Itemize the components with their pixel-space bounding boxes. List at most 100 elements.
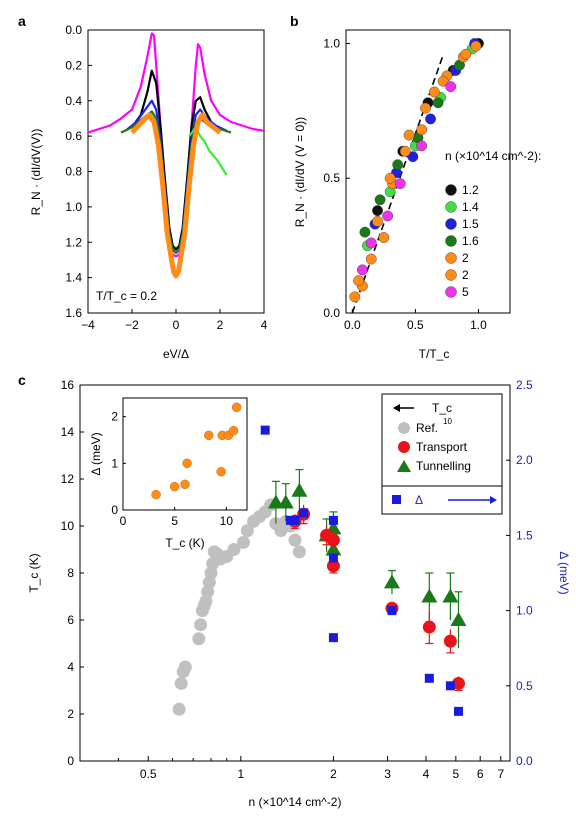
legend-tunnelling-label: Tunnelling <box>416 459 471 473</box>
panel-a-annotation: T/T_c = 0.2 <box>96 289 157 303</box>
panel-b-ticks: 0.0 0.5 1.0 0.0 0.5 1.0 <box>323 36 487 332</box>
legend-tunnelling-marker <box>397 460 411 472</box>
transport-point <box>451 676 465 690</box>
panel-b-xlabel: T/T_c <box>419 347 450 361</box>
transport-point <box>326 533 340 547</box>
panel-a-ytick-label: 1.0 <box>65 200 82 214</box>
panel-b-ytick-label: 1.0 <box>323 36 340 50</box>
panel-c-xtick-label: 4 <box>423 767 430 781</box>
legend-delta-label: Δ <box>415 493 423 507</box>
tunnelling-point <box>277 494 294 509</box>
panel-c-ytick-left-label: 6 <box>67 613 74 627</box>
inset-point <box>180 479 190 490</box>
panel-c-ytick-right-label: 1.0 <box>516 604 533 618</box>
panel-b-point <box>392 159 404 171</box>
inset-point <box>182 458 192 469</box>
panel-label-c: c <box>18 372 26 388</box>
legend-ref-marker <box>398 422 410 434</box>
inset-point <box>216 467 226 477</box>
panel-b-frame <box>345 29 511 314</box>
panel-b-legend-label: 1.6 <box>462 234 479 248</box>
panel-c-ytick-right-label: 0.0 <box>516 754 533 768</box>
inset-point <box>231 402 242 413</box>
ref10-point <box>227 543 241 556</box>
inset-ytick-label: 0 <box>111 503 118 517</box>
inset-xtick-label: 10 <box>220 514 234 528</box>
ref10-point <box>178 660 192 674</box>
panel-b-point <box>384 172 396 184</box>
panel-b-point <box>378 232 390 243</box>
panel-b-point <box>365 237 377 249</box>
panel-c-ytick-right-label: 0.5 <box>516 679 533 693</box>
panel-b-point <box>425 113 436 125</box>
panel-c-ytick-left-label: 4 <box>67 660 74 674</box>
legend-delta-arrowhead <box>490 496 497 504</box>
delta-point <box>285 515 295 525</box>
panel-a-xtick-label: 2 <box>217 318 224 332</box>
panel-b-legend-label: 1.2 <box>462 183 479 197</box>
panel-b-point <box>403 129 415 141</box>
inset-xtick-label: 5 <box>171 514 178 528</box>
panel-c-ytick-right-label: 2.0 <box>516 453 533 467</box>
panel-b-legend-marker <box>445 252 457 264</box>
panel-c-ylabel-left: T_c (K) <box>27 553 41 592</box>
panel-a-ytick-label: 0.6 <box>65 129 82 143</box>
ref10-point <box>288 533 302 547</box>
panel-b-point <box>416 140 428 152</box>
tunnelling-point <box>442 588 459 603</box>
panel-c-ytick-left-label: 0 <box>67 754 74 768</box>
panel-c-ytick-right-label: 2.5 <box>516 378 533 392</box>
panel-label-b: b <box>290 13 299 29</box>
panel-b-legend-marker <box>445 286 457 298</box>
inset-chart: 0 5 10 0 1 2 T_c (K) Δ (meV) <box>89 397 248 550</box>
panel-label-a: a <box>18 13 26 29</box>
ref10-point <box>292 545 306 559</box>
panel-b-point <box>374 194 386 206</box>
panel-b-point <box>359 226 371 238</box>
ref10-point <box>174 676 188 690</box>
delta-point <box>328 515 338 525</box>
panel-b-ytick-label: 0.0 <box>323 306 340 320</box>
panel-a-xtick-label: −4 <box>81 318 95 332</box>
panel-c-ytick-left-label: 8 <box>67 566 74 580</box>
panel-a-ytick-label: 0.4 <box>65 94 82 108</box>
delta-point <box>453 706 463 716</box>
transport-point <box>443 634 457 648</box>
panel-c-ylabel-right: Δ (meV) <box>557 551 571 594</box>
panel-c-series-group <box>172 425 467 716</box>
delta-point <box>299 508 309 518</box>
inset-point <box>151 489 161 500</box>
transport-point <box>326 559 340 573</box>
panel-b-point <box>428 86 440 98</box>
delta-point <box>290 515 300 525</box>
tunnelling-point <box>291 482 308 497</box>
delta-point <box>328 553 338 563</box>
inset-point <box>204 430 214 441</box>
panel-b-ytick-label: 0.5 <box>323 171 340 185</box>
panel-a-ytick-label: 0.2 <box>65 58 82 72</box>
panel-b-legend-marker <box>445 201 457 213</box>
panel-b-legend-title: n (×10^14 cm^-2): <box>445 149 541 163</box>
panel-b-xtick-label: 0.5 <box>407 318 424 332</box>
panel-b-legend-label: 2 <box>462 251 469 265</box>
inset-point <box>228 425 239 436</box>
delta-point <box>445 681 455 691</box>
panel-c-xtick-label: 2 <box>330 767 337 781</box>
panel-a-ytick-label: 0.8 <box>65 165 82 179</box>
panel-c-ytick-right-label: 1.5 <box>516 528 533 542</box>
inset-ytick-label: 2 <box>111 410 118 424</box>
inset-xlabel: T_c (K) <box>165 536 204 550</box>
panel-b-legend-marker <box>445 184 457 196</box>
inset-ticks: 0 5 10 0 1 2 <box>111 410 233 528</box>
panel-b-point <box>349 291 361 303</box>
panel-b-xtick-label: 0.0 <box>344 318 361 332</box>
panel-a-ytick-label: 1.4 <box>65 271 82 285</box>
panel-a-xtick-label: 0 <box>173 318 180 332</box>
panel-b-point <box>394 178 406 190</box>
panel-a-series-line <box>131 69 221 251</box>
panel-c-xtick-label: 5 <box>452 767 459 781</box>
inset-ytick-label: 1 <box>111 456 118 470</box>
delta-point <box>387 606 397 616</box>
